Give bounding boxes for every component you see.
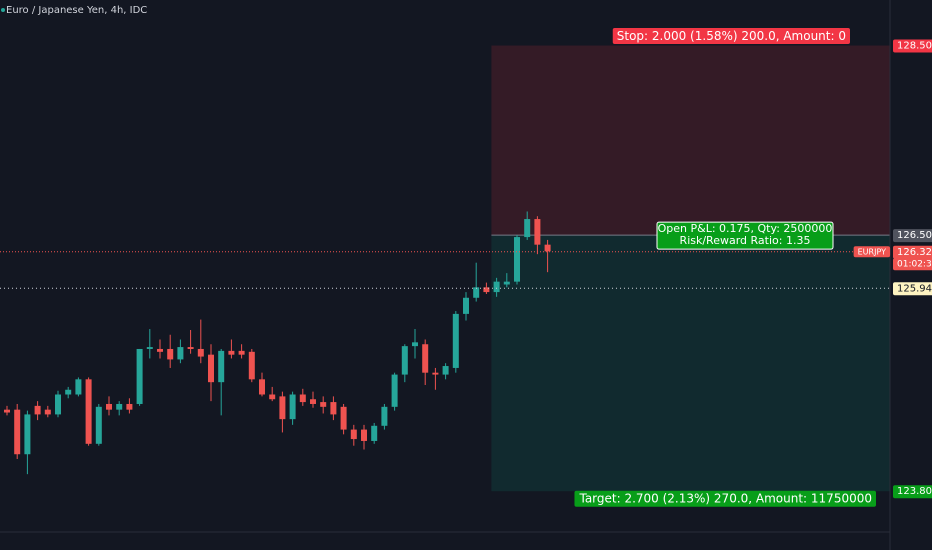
candle-body <box>442 366 449 375</box>
pnl-text: Risk/Reward Ratio: 1.35 <box>680 234 811 247</box>
candle-body <box>493 281 500 293</box>
candle-body <box>463 297 469 314</box>
pnl-label: Open P&L: 0.175, Qty: 2500000Risk/Reward… <box>656 221 834 250</box>
target-label-box <box>574 490 876 507</box>
axis-line-price: 125.940 <box>897 283 932 294</box>
candle-body <box>228 350 235 355</box>
candle-body <box>85 379 92 444</box>
target-label: Target: 2.700 (2.13%) 270.0, Amount: 117… <box>578 492 872 506</box>
pnl-box <box>656 221 834 250</box>
pnl-text: Open P&L: 0.175, Qty: 2500000 <box>658 222 833 235</box>
axis-target: 123.800 <box>897 486 932 497</box>
candle-body <box>177 347 184 360</box>
candle-body <box>401 346 408 375</box>
candle-body <box>187 347 194 349</box>
candle-body <box>14 409 21 455</box>
candle-body <box>544 244 551 252</box>
axis-entry-box <box>893 229 932 243</box>
candle-body <box>483 287 490 293</box>
status-dot <box>1 8 5 12</box>
axis-target-box <box>893 485 932 499</box>
stop-label: Stop: 2.000 (1.58%) 200.0, Amount: 0 <box>617 29 846 43</box>
candle-body <box>330 402 337 415</box>
candle-body <box>106 403 112 410</box>
candle-body <box>289 394 296 420</box>
candle-body <box>24 414 31 455</box>
candle-body <box>44 409 51 415</box>
candle-body <box>259 379 265 395</box>
candle-body <box>4 409 10 413</box>
candle-body <box>218 350 225 383</box>
candle-body <box>503 281 510 285</box>
stop-zone <box>491 45 890 236</box>
candle-body <box>126 403 133 410</box>
axis-line-price-box <box>893 282 932 296</box>
candle-body <box>116 403 123 410</box>
chart-title: Euro / Japanese Yen, 4h, IDC <box>6 5 147 16</box>
candle-body <box>340 406 347 430</box>
candle-body <box>514 237 520 282</box>
stop-label-box <box>612 28 850 45</box>
candle-body <box>371 425 378 441</box>
candle-body <box>524 219 531 238</box>
candle-body <box>34 405 41 415</box>
target-zone <box>491 235 890 492</box>
candle-body <box>157 348 163 352</box>
candle-body <box>55 394 61 415</box>
axis-symbol-box <box>853 246 891 258</box>
candle-body <box>299 394 306 403</box>
candle-body <box>432 372 439 375</box>
candle-body <box>534 219 541 245</box>
candle-body <box>391 374 398 407</box>
candle-body <box>208 354 214 383</box>
axis-last: 126.325 <box>897 247 932 258</box>
candle-body <box>412 342 418 347</box>
candle-body <box>136 348 143 404</box>
candle-body <box>381 406 388 426</box>
candle-body <box>95 406 102 444</box>
candle-body <box>320 402 327 407</box>
candle-body <box>361 429 367 441</box>
axis-symbol: EURJPY <box>858 247 886 256</box>
candle-body <box>422 344 429 373</box>
axis-stop: 128.500 <box>897 41 932 52</box>
candle-body <box>248 351 255 380</box>
axis-countdown: 01:02:32 <box>897 259 932 269</box>
candle-body <box>146 347 153 349</box>
axis-entry: 126.500 <box>897 230 932 241</box>
candle-body <box>167 348 174 360</box>
candle-body <box>350 429 357 440</box>
candle-body <box>197 348 204 357</box>
candle-body <box>238 350 245 355</box>
candle-body <box>473 287 480 298</box>
candle-body <box>269 394 276 400</box>
candle-body <box>75 379 82 395</box>
axis-stop-box <box>893 39 932 53</box>
candle-body <box>310 399 316 404</box>
axis-countdown-box <box>893 258 932 271</box>
axis-last-box <box>893 245 932 259</box>
candle-body <box>279 396 286 420</box>
candle-body <box>65 389 72 395</box>
candle-body <box>452 313 459 368</box>
